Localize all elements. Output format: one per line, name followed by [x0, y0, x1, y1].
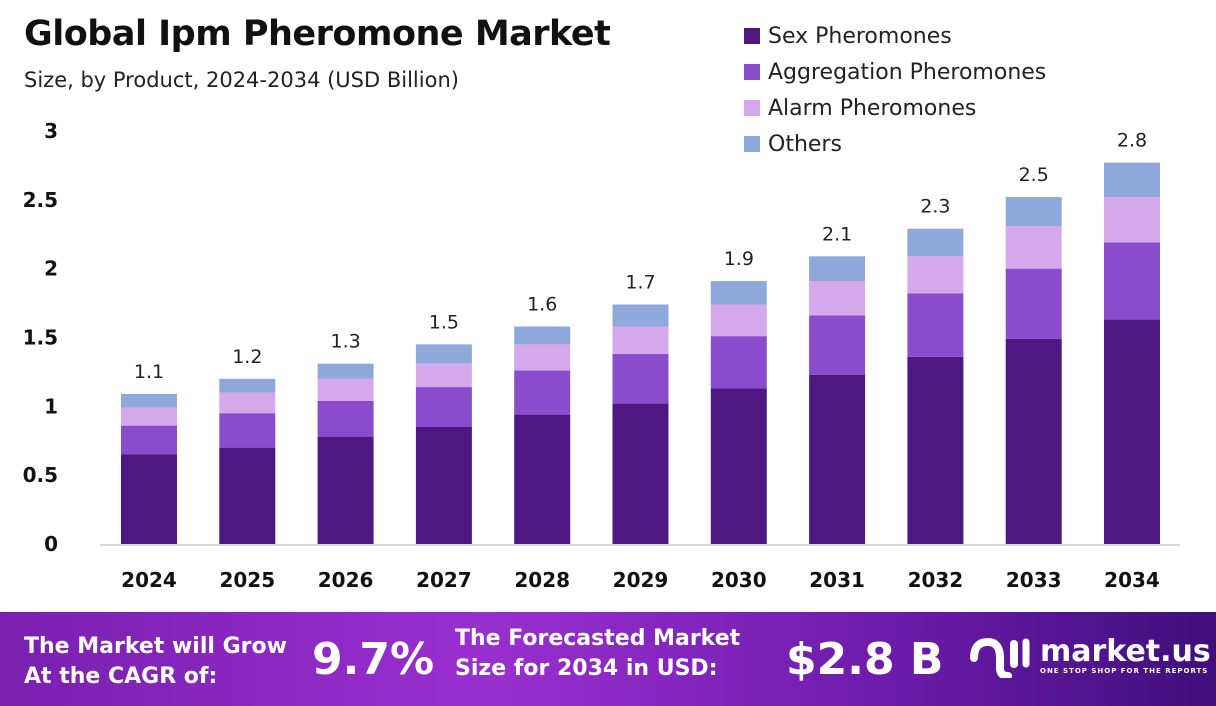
x-tick-label: 2024	[121, 568, 177, 592]
bar-segment-others	[219, 378, 276, 393]
bar-segment-alarm-pheromones	[219, 392, 276, 414]
y-tick-label: 2	[44, 257, 58, 281]
legend: Sex Pheromones Aggregation Pheromones Al…	[744, 18, 1046, 162]
bar-segment-alarm-pheromones	[121, 407, 177, 426]
y-tick-label: 1.5	[23, 326, 58, 350]
bar-segment-others	[121, 393, 177, 408]
bar-segment-sex-pheromones	[1104, 319, 1160, 544]
total-label: 1.3	[330, 331, 360, 353]
bar-segment-others	[710, 281, 767, 305]
bar-segment-alarm-pheromones	[710, 304, 767, 337]
bar-segment-sex-pheromones	[121, 454, 177, 544]
market-size-value: $2.8 B	[786, 634, 944, 685]
bar-segment-sex-pheromones	[710, 388, 767, 544]
total-label: 1.6	[527, 293, 557, 315]
bar-segment-sex-pheromones	[907, 356, 964, 544]
bar-segment-sex-pheromones	[317, 436, 374, 544]
x-tick-label: 2027	[416, 568, 472, 592]
bar-segment-aggregation-pheromones	[219, 413, 276, 448]
bar-segment-aggregation-pheromones	[415, 387, 472, 427]
bar-segment-alarm-pheromones	[612, 326, 669, 355]
bar-segment-alarm-pheromones	[415, 363, 472, 388]
bar-segment-alarm-pheromones	[809, 281, 866, 316]
footer-banner: The Market will Grow At the CAGR of: 9.7%…	[0, 612, 1216, 706]
bar-segment-sex-pheromones	[1005, 338, 1062, 544]
chart-subtitle: Size, by Product, 2024-2034 (USD Billion…	[24, 68, 459, 92]
x-tick-label: 2026	[318, 568, 374, 592]
x-tick-label: 2034	[1104, 568, 1160, 592]
bar-segment-sex-pheromones	[612, 403, 669, 544]
chart-title: Global Ipm Pheromone Market	[24, 14, 611, 54]
market-size-label: The Forecasted Market Size for 2034 in US…	[455, 626, 741, 681]
bar-segment-aggregation-pheromones	[317, 400, 374, 437]
x-tick-label: 2032	[908, 568, 964, 592]
bar-segment-sex-pheromones	[809, 374, 866, 544]
total-label: 1.1	[134, 361, 164, 383]
bar-segment-others	[317, 363, 374, 379]
legend-swatch	[744, 64, 760, 80]
y-tick-label: 0	[44, 532, 58, 556]
total-label: 1.5	[429, 311, 459, 333]
bar-segment-aggregation-pheromones	[907, 293, 964, 357]
bar-segment-others	[907, 228, 964, 257]
y-tick-label: 2.5	[23, 188, 58, 212]
total-label: 2.5	[1019, 164, 1049, 186]
bar-segment-alarm-pheromones	[907, 256, 964, 294]
bar-segment-others	[514, 326, 571, 345]
x-tick-label: 2030	[711, 568, 767, 592]
legend-swatch	[744, 28, 760, 44]
bar-segment-alarm-pheromones	[1005, 225, 1062, 269]
total-label: 2.8	[1117, 130, 1147, 152]
bar-segment-aggregation-pheromones	[612, 354, 669, 404]
bar-segment-others	[415, 344, 472, 364]
total-label: 1.2	[232, 346, 262, 368]
legend-label: Aggregation Pheromones	[768, 59, 1047, 85]
legend-item-others: Others	[744, 126, 1046, 162]
bar-segment-alarm-pheromones	[1104, 197, 1160, 243]
y-tick-label: 1	[44, 394, 58, 418]
total-label: 1.9	[724, 248, 754, 270]
bar-segment-others	[1104, 162, 1160, 198]
x-tick-label: 2029	[613, 568, 669, 592]
bar-segment-alarm-pheromones	[317, 378, 374, 401]
legend-label: Sex Pheromones	[768, 23, 952, 49]
x-tick-label: 2031	[809, 568, 865, 592]
bar-segment-alarm-pheromones	[514, 344, 571, 371]
bar-segment-others	[809, 256, 866, 282]
y-tick-label: 0.5	[23, 463, 58, 487]
x-tick-label: 2033	[1006, 568, 1062, 592]
legend-label: Others	[768, 131, 842, 157]
legend-item-aggregation: Aggregation Pheromones	[744, 54, 1046, 90]
y-tick-label: 3	[44, 119, 58, 143]
x-tick-label: 2025	[219, 568, 275, 592]
legend-swatch	[744, 100, 760, 116]
bar-segment-sex-pheromones	[219, 447, 276, 544]
bar-segment-aggregation-pheromones	[514, 370, 571, 415]
cagr-label: The Market will Grow At the CAGR of:	[24, 634, 287, 689]
legend-item-sex: Sex Pheromones	[744, 18, 1046, 54]
bar-segment-aggregation-pheromones	[1104, 242, 1160, 320]
bar-segment-aggregation-pheromones	[809, 315, 866, 375]
legend-label: Alarm Pheromones	[768, 95, 977, 121]
bar-segment-aggregation-pheromones	[1005, 268, 1062, 339]
bar-segment-aggregation-pheromones	[710, 336, 767, 389]
total-label: 1.7	[625, 271, 655, 293]
legend-swatch	[744, 136, 760, 152]
bar-segment-sex-pheromones	[514, 414, 571, 544]
bar-segment-aggregation-pheromones	[121, 425, 177, 455]
bar-segment-sex-pheromones	[415, 426, 472, 544]
bar-segment-others	[1005, 197, 1062, 226]
legend-item-alarm: Alarm Pheromones	[744, 90, 1046, 126]
bar-chart: 0 0.5 1 1.5 2 2.5 3 1.1 2024 1.2 2025 1.3 2026 1.5 202…	[23, 119, 1180, 592]
marketus-logo: market.us ONE STOP SHOP FOR THE REPORTS	[968, 634, 1211, 678]
total-label: 2.1	[822, 223, 852, 245]
cagr-value: 9.7%	[312, 634, 435, 685]
bar-segment-others	[612, 304, 669, 327]
total-label: 2.3	[920, 196, 950, 218]
x-tick-label: 2028	[514, 568, 570, 592]
logo-icon	[970, 637, 1030, 678]
